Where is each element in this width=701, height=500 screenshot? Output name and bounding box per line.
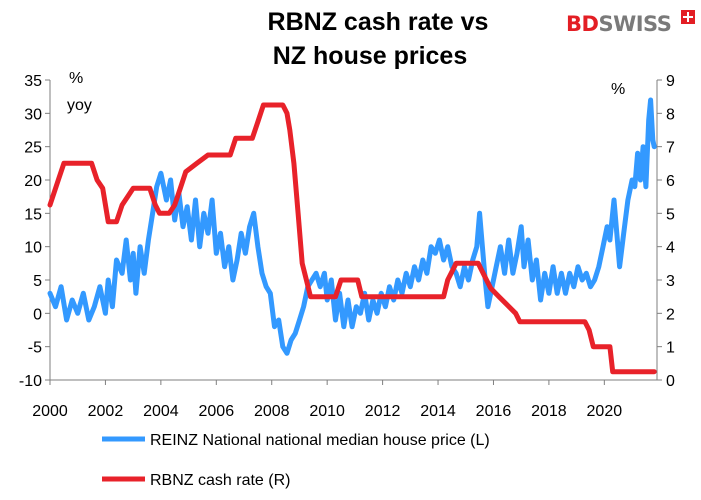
swiss-cross-icon (681, 10, 695, 24)
cash-rate-series-line (47, 102, 657, 375)
left-axis-unit-yoy: yoy (67, 97, 92, 114)
right-axis-tick-label: 2 (666, 306, 675, 323)
x-axis-tick-label: 2020 (587, 403, 623, 420)
left-axis-tick-label: 30 (24, 106, 42, 123)
chart-title-line-1: RBNZ cash rate vs (268, 8, 489, 36)
right-axis-tick-label: 8 (666, 106, 675, 123)
right-axis-tick-label: 0 (666, 373, 675, 390)
left-axis-tick-label: 5 (33, 273, 42, 290)
left-axis-tick-label: -5 (28, 340, 42, 357)
right-axis-tick-label: 9 (666, 73, 675, 90)
left-axis-tick-label: 20 (24, 173, 42, 190)
left-axis-tick-label: -10 (19, 373, 42, 390)
right-axis-tick-label: 7 (666, 140, 675, 157)
legend-label-house-price: REINZ National national median house pri… (150, 432, 490, 449)
left-axis-tick-label: 10 (24, 240, 42, 257)
left-axis-tick-label: 35 (24, 73, 42, 90)
chart-title-line-2: NZ house prices (273, 42, 468, 70)
right-axis-tick-label: 3 (666, 273, 675, 290)
x-axis-tick-label: 2002 (88, 403, 124, 420)
left-axis-tick-label: 0 (33, 306, 42, 323)
plot-area: -10 -5 0 5 10 15 20 25 30 35 0 1 2 3 4 5 6 7 8 9 2000 2002 200… (19, 73, 675, 420)
right-axis-tick-label: 5 (666, 206, 675, 223)
brand-name: BDSWISS (566, 12, 672, 36)
right-axis-tick-label: 6 (666, 173, 675, 190)
x-axis-tick-label: 2012 (365, 403, 401, 420)
legend-label-cash-rate: RBNZ cash rate (R) (150, 472, 290, 489)
left-axis-tick-label: 25 (24, 140, 42, 157)
x-axis-tick-label: 2014 (420, 403, 456, 420)
x-axis-tick-label: 2016 (476, 403, 512, 420)
x-axis-tick-label: 2008 (254, 403, 290, 420)
brand-logo: BDSWISS (566, 10, 695, 38)
x-axis-tick-label: 2018 (531, 403, 567, 420)
right-axis-tick-label: 1 (666, 340, 675, 357)
left-axis-tick-label: 15 (24, 206, 42, 223)
house-price-series-line (47, 97, 657, 356)
legend: REINZ National national median house pri… (102, 432, 490, 489)
right-axis-tick-label: 4 (666, 240, 675, 257)
x-axis-tick-label: 2010 (309, 403, 345, 420)
x-axis-tick-label: 2000 (32, 403, 68, 420)
x-axis-tick-label: 2006 (199, 403, 235, 420)
right-axis-unit: % (611, 81, 625, 98)
x-axis-tick-label: 2004 (143, 403, 179, 420)
left-axis-unit: % (69, 70, 83, 87)
